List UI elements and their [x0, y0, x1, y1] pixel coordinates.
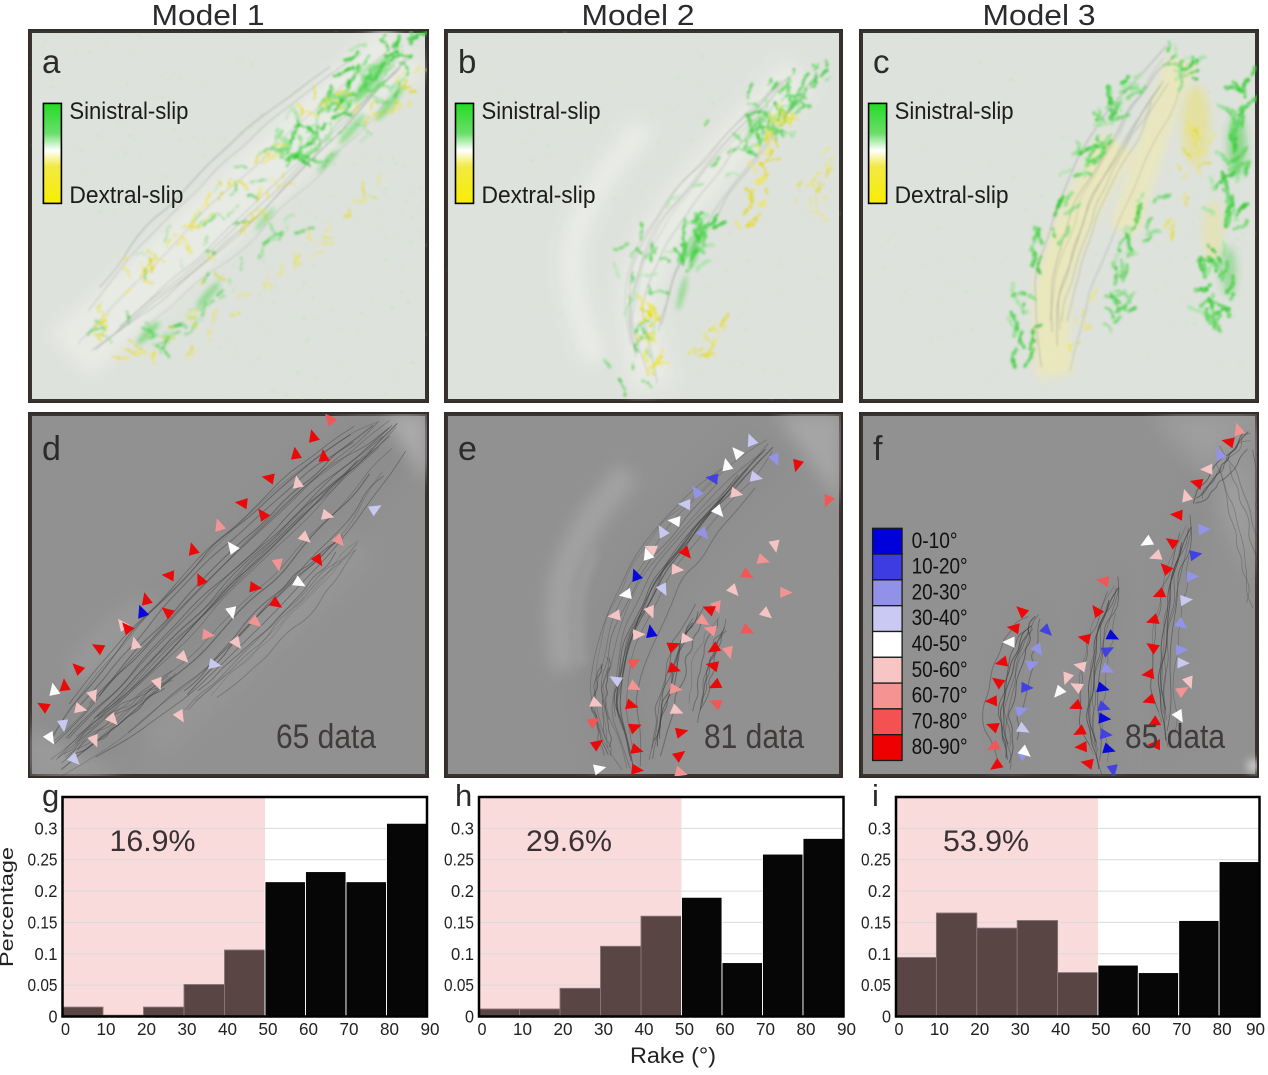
svg-text:Sinistral-slip: Sinistral-slip — [895, 98, 1014, 125]
svg-text:Model 2: Model 2 — [582, 0, 695, 32]
svg-text:b: b — [458, 43, 476, 80]
svg-text:Sinistral-slip: Sinistral-slip — [482, 98, 601, 125]
svg-text:Sinistral-slip: Sinistral-slip — [69, 98, 188, 125]
svg-text:Model 3: Model 3 — [983, 0, 1096, 32]
svg-text:Dextral-slip: Dextral-slip — [69, 182, 183, 209]
svg-text:Dextral-slip: Dextral-slip — [482, 182, 596, 209]
svg-text:Model 1: Model 1 — [152, 0, 265, 32]
svg-text:c: c — [873, 43, 890, 80]
svg-text:a: a — [42, 43, 61, 80]
svg-text:Dextral-slip: Dextral-slip — [895, 182, 1009, 209]
